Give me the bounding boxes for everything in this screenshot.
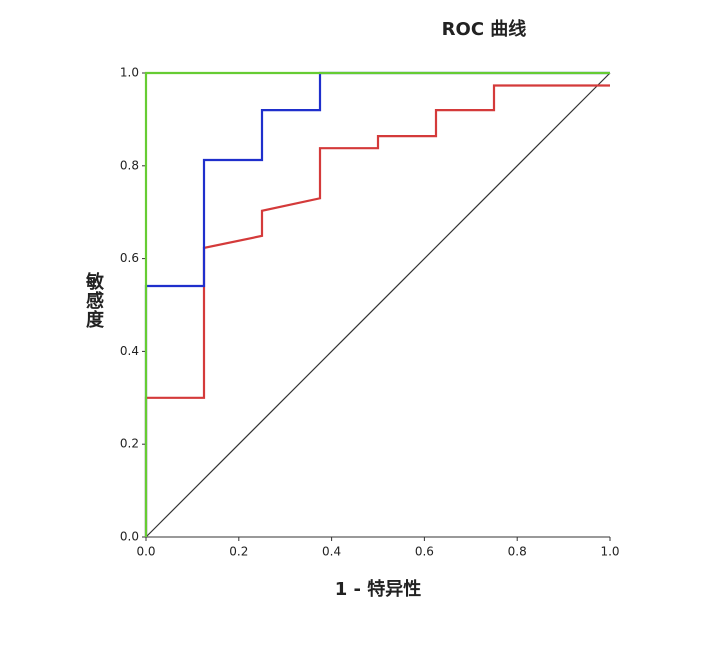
x-tick-label: 1.0 [600,545,619,559]
y-tick-label: 0.8 [120,158,139,172]
y-tick-label: 0.2 [120,437,139,451]
x-tick-label: 0.4 [322,545,341,559]
roc-line [144,84,610,537]
y-axis-label: 敏感度 [83,272,104,329]
roc-line [145,72,611,538]
x-tick-label: 0.6 [415,545,434,559]
chart-title: ROC 曲线 [442,18,527,40]
y-tick-label: 0.0 [120,530,139,544]
x-axis-label: 1 - 特异性 [335,578,422,600]
x-tick-label: 0.0 [136,545,155,559]
roc-line [144,71,610,537]
roc-line [144,71,610,537]
y-tick-label: 1.0 [120,66,139,80]
x-tick-label: 0.8 [508,545,527,559]
y-tick-label: 0.4 [120,344,139,358]
x-tick-label: 0.2 [229,545,248,559]
y-tick-label: 0.6 [120,251,139,265]
